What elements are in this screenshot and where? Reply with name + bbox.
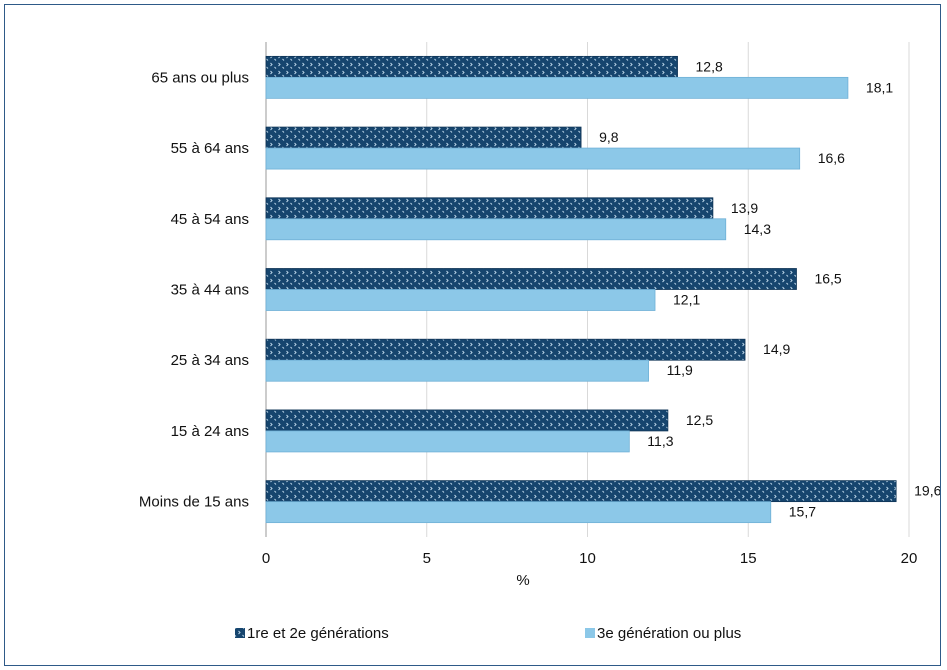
x-tick-label: 20 xyxy=(901,550,918,567)
bars xyxy=(265,55,897,524)
data-label: 18,1 xyxy=(866,79,893,95)
bar-chart: 12,8 18,1 9,8 16,6 13,9 14,3 16,5 12,1 14,9 11,9 1… xyxy=(139,42,940,642)
legend-swatch xyxy=(235,628,245,638)
bar-1re-2e-generations xyxy=(265,197,714,220)
x-tick-label: 0 xyxy=(262,550,270,567)
data-label: 11,9 xyxy=(667,362,693,378)
bar-3e-generation xyxy=(265,289,656,311)
data-label: 15,7 xyxy=(789,504,816,520)
bar-3e-generation xyxy=(265,218,727,241)
bar-1re-2e-generations xyxy=(265,126,582,149)
bar-3e-generation xyxy=(265,76,849,99)
category-label: 35 à 44 ans xyxy=(171,282,249,299)
data-label: 14,3 xyxy=(744,221,771,237)
x-tick-label: 10 xyxy=(579,550,596,567)
bar-1re-2e-generations xyxy=(265,480,897,503)
bar-1re-2e-generations xyxy=(265,338,746,361)
data-label: 14,9 xyxy=(763,341,790,357)
legend-label: 1re et 2e générations xyxy=(247,625,389,642)
data-label: 16,6 xyxy=(818,150,845,166)
data-label: 13,9 xyxy=(731,200,758,216)
data-label: 11,3 xyxy=(647,433,673,449)
legend-label: 3e génération ou plus xyxy=(597,625,741,642)
bar-3e-generation xyxy=(265,147,801,170)
bar-1re-2e-generations xyxy=(265,268,797,290)
bar-3e-generation xyxy=(265,359,649,382)
x-axis-label: % xyxy=(516,572,529,589)
data-label: 12,5 xyxy=(686,412,713,428)
bar-1re-2e-generations xyxy=(265,55,678,78)
bar-3e-generation xyxy=(265,501,772,524)
category-label: 15 à 24 ans xyxy=(171,423,249,440)
legend: 1re et 2e générations 3e génération ou pl… xyxy=(235,625,741,642)
data-label: 12,8 xyxy=(696,58,723,74)
category-label: Moins de 15 ans xyxy=(139,494,249,511)
x-tick-label: 15 xyxy=(740,550,757,567)
x-tick-label: 5 xyxy=(423,550,431,567)
category-labels: 65 ans ou plus 55 à 64 ans 45 à 54 ans 35 à… xyxy=(139,69,249,510)
data-label: 19,6 xyxy=(914,483,940,499)
data-labels: 12,8 18,1 9,8 16,6 13,9 14,3 16,5 12,1 14,9 11,9 1… xyxy=(599,58,940,519)
category-label: 65 ans ou plus xyxy=(151,69,249,86)
x-tick-labels: 0 5 10 15 20 xyxy=(262,550,918,567)
chart-frame: 12,8 18,1 9,8 16,6 13,9 14,3 16,5 12,1 14,9 11,9 1… xyxy=(4,4,941,666)
category-label: 25 à 34 ans xyxy=(171,352,249,369)
bar-1re-2e-generations xyxy=(265,409,669,432)
bar-3e-generation xyxy=(265,430,630,453)
category-label: 45 à 54 ans xyxy=(171,211,249,228)
data-label: 12,1 xyxy=(673,292,700,308)
legend-swatch xyxy=(585,628,595,638)
category-label: 55 à 64 ans xyxy=(171,140,249,157)
data-label: 9,8 xyxy=(599,129,619,145)
data-label: 16,5 xyxy=(814,271,841,287)
